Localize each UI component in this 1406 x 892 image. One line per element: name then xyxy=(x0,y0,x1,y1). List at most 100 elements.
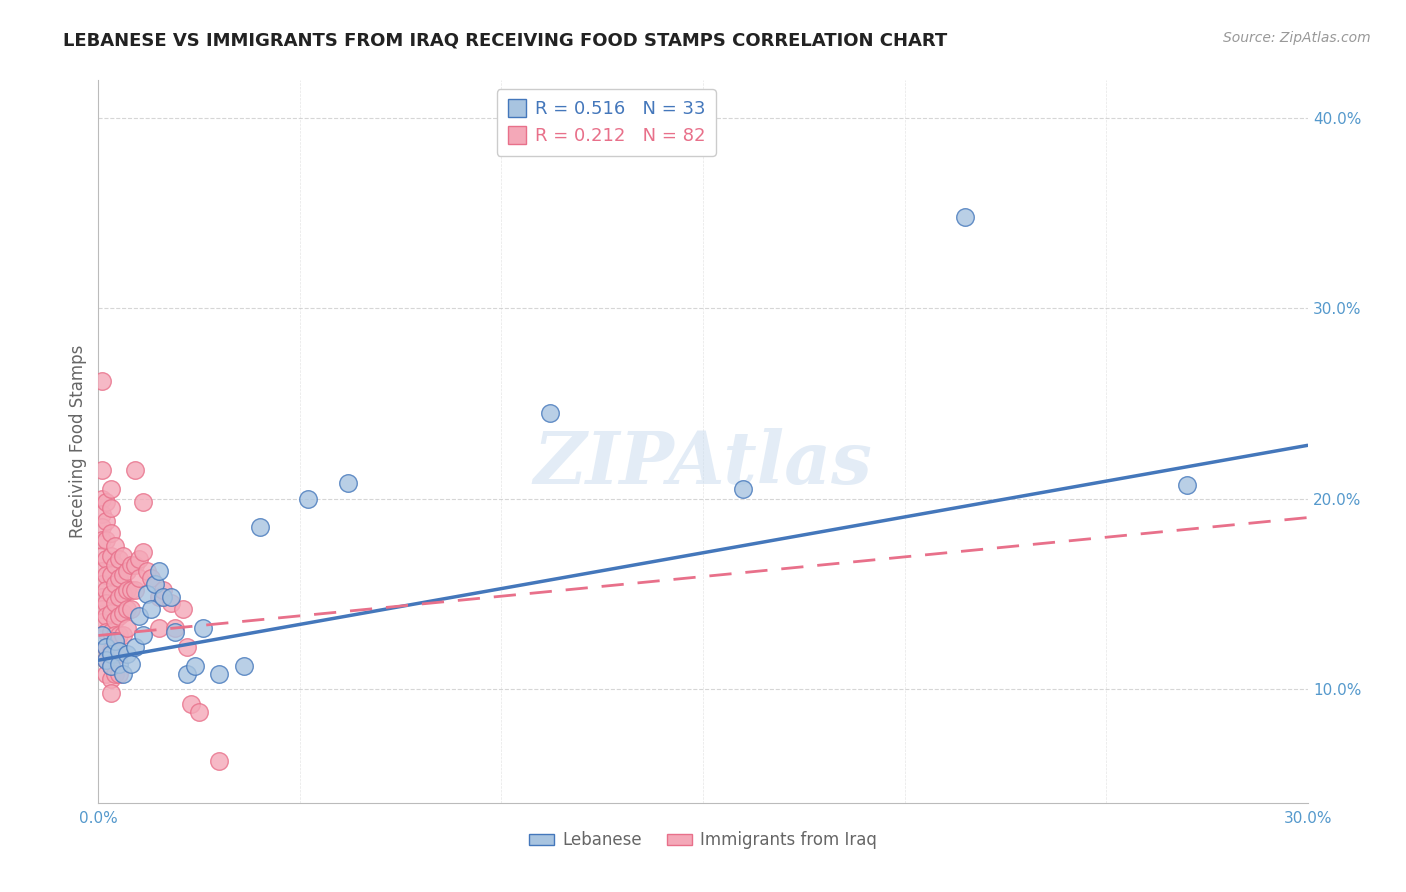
Point xyxy=(124,640,146,654)
Point xyxy=(91,591,114,605)
Point xyxy=(148,564,170,578)
Point xyxy=(115,621,138,635)
Point xyxy=(96,515,118,529)
Point xyxy=(100,525,122,540)
Point xyxy=(180,697,202,711)
Point xyxy=(103,596,125,610)
Point xyxy=(107,657,129,671)
Point xyxy=(100,659,122,673)
Point xyxy=(135,587,157,601)
Point xyxy=(100,482,122,496)
Point xyxy=(96,495,118,509)
Point xyxy=(96,609,118,624)
Point xyxy=(91,520,114,534)
Point xyxy=(124,582,146,597)
Point xyxy=(132,628,155,642)
Point xyxy=(120,582,142,597)
Point xyxy=(91,602,114,616)
Point xyxy=(103,613,125,627)
Point xyxy=(132,545,155,559)
Point xyxy=(91,577,114,591)
Point xyxy=(107,666,129,681)
Point xyxy=(188,705,211,719)
Point xyxy=(100,587,122,601)
Point xyxy=(107,571,129,585)
Point xyxy=(100,643,122,657)
Point xyxy=(103,634,125,648)
Point xyxy=(96,596,118,610)
Point xyxy=(107,643,129,657)
Point xyxy=(96,640,118,654)
Point xyxy=(100,648,122,662)
Point xyxy=(91,564,114,578)
Point xyxy=(100,624,122,639)
Point xyxy=(1175,478,1198,492)
Point xyxy=(107,628,129,642)
Point xyxy=(91,615,114,630)
Point xyxy=(124,558,146,573)
Point xyxy=(96,552,118,566)
Point xyxy=(143,577,166,591)
Point xyxy=(208,666,231,681)
Point xyxy=(139,602,162,616)
Point xyxy=(107,552,129,566)
Point xyxy=(128,552,150,566)
Point xyxy=(120,602,142,616)
Point xyxy=(152,582,174,597)
Point xyxy=(184,659,207,673)
Point xyxy=(100,567,122,582)
Point xyxy=(96,666,118,681)
Point xyxy=(115,648,138,662)
Point xyxy=(100,606,122,620)
Point xyxy=(100,659,122,673)
Point xyxy=(96,653,118,667)
Point xyxy=(232,659,254,673)
Point xyxy=(120,558,142,573)
Point xyxy=(160,591,183,605)
Point xyxy=(103,558,125,573)
Point xyxy=(96,582,118,597)
Text: LEBANESE VS IMMIGRANTS FROM IRAQ RECEIVING FOOD STAMPS CORRELATION CHART: LEBANESE VS IMMIGRANTS FROM IRAQ RECEIVI… xyxy=(63,31,948,49)
Point xyxy=(160,596,183,610)
Point xyxy=(103,539,125,553)
Point xyxy=(128,609,150,624)
Point xyxy=(128,571,150,585)
Point xyxy=(148,591,170,605)
Point xyxy=(538,406,561,420)
Point xyxy=(91,374,114,388)
Point xyxy=(249,520,271,534)
Point xyxy=(733,482,755,496)
Point xyxy=(107,591,129,605)
Point xyxy=(208,754,231,768)
Point xyxy=(172,602,194,616)
Point xyxy=(96,533,118,548)
Point xyxy=(96,567,118,582)
Point xyxy=(115,582,138,597)
Point xyxy=(107,609,129,624)
Point xyxy=(132,495,155,509)
Point xyxy=(91,533,114,548)
Point xyxy=(100,672,122,686)
Point xyxy=(100,685,122,699)
Point xyxy=(953,210,976,224)
Point xyxy=(111,628,134,642)
Point xyxy=(91,549,114,563)
Point xyxy=(111,587,134,601)
Point xyxy=(111,549,134,563)
Point xyxy=(91,491,114,506)
Point xyxy=(100,501,122,516)
Point xyxy=(96,624,118,639)
Point xyxy=(107,648,129,662)
Point xyxy=(91,507,114,521)
Point xyxy=(163,624,186,639)
Point xyxy=(115,564,138,578)
Point xyxy=(103,628,125,642)
Point xyxy=(100,549,122,563)
Point xyxy=(176,640,198,654)
Point xyxy=(96,640,118,654)
Point xyxy=(139,571,162,585)
Point xyxy=(115,602,138,616)
Point xyxy=(337,476,360,491)
Point xyxy=(103,648,125,662)
Point xyxy=(111,567,134,582)
